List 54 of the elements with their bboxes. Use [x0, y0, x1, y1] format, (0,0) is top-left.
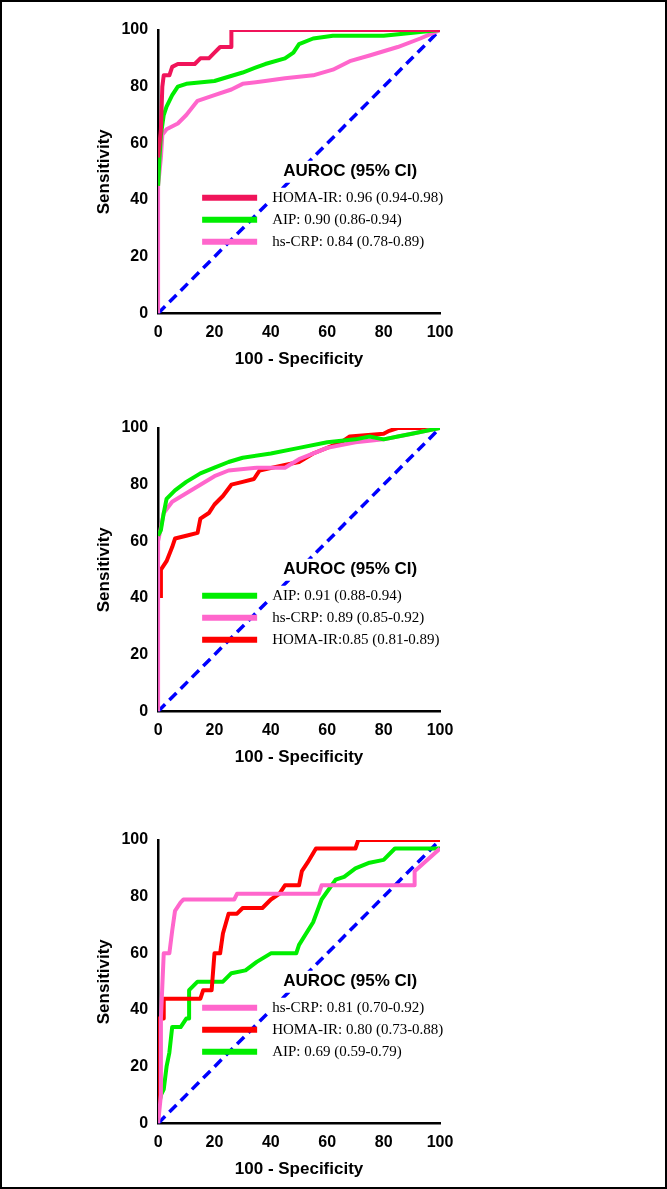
y-tick-label: 40 [130, 190, 149, 208]
x-tick-label: 40 [261, 721, 280, 739]
x-tick-label: 40 [261, 323, 280, 341]
y-tick-label: 100 [121, 20, 149, 38]
x-tick-label: 80 [374, 721, 393, 739]
y-axis-title: Sensitivity [93, 938, 113, 1025]
y-tick-label: 60 [130, 133, 149, 151]
y-tick-label: 80 [130, 475, 149, 493]
x-tick-label: 80 [374, 323, 393, 341]
x-tick-label: 100 [426, 721, 454, 739]
y-axis-title: Sensitivity [93, 526, 113, 613]
y-tick-label: 20 [130, 645, 149, 663]
legend-label: HOMA-IR: 0.96 (0.94-0.98) [272, 188, 444, 206]
y-tick-label: 60 [130, 531, 149, 549]
x-tick-label: 80 [374, 1133, 393, 1151]
x-tick-label: 0 [153, 323, 163, 341]
legend-label: hs-CRP: 0.89 (0.85-0.92) [272, 608, 425, 626]
x-axis-title: 100 - Specificity [234, 1159, 364, 1179]
legend-label: HOMA-IR:0.85 (0.81-0.89) [272, 630, 440, 648]
x-tick-label: 20 [205, 1133, 224, 1151]
y-tick-label: 0 [139, 701, 149, 719]
x-axis-title: 100 - Specificity [234, 349, 364, 369]
legend-title: AUROC (95% CI) [283, 971, 418, 991]
y-tick-label: 100 [121, 418, 149, 436]
x-tick-label: 40 [261, 1133, 280, 1151]
x-tick-label: 20 [205, 721, 224, 739]
y-tick-label: 40 [130, 1000, 149, 1018]
x-tick-label: 0 [153, 1133, 163, 1151]
x-tick-label: 60 [318, 721, 337, 739]
x-tick-label: 100 [426, 323, 454, 341]
y-axis-title: Sensitivity [93, 128, 113, 215]
x-tick-label: 60 [318, 323, 337, 341]
y-tick-label: 80 [130, 887, 149, 905]
y-tick-label: 0 [139, 1113, 149, 1131]
x-tick-label: 60 [318, 1133, 337, 1151]
y-tick-label: 80 [130, 77, 149, 95]
x-tick-label: 100 [426, 1133, 454, 1151]
y-tick-label: 0 [139, 303, 149, 321]
y-tick-label: 60 [130, 943, 149, 961]
x-tick-label: 0 [153, 721, 163, 739]
y-tick-label: 20 [130, 247, 149, 265]
y-tick-label: 20 [130, 1057, 149, 1075]
x-tick-label: 20 [205, 323, 224, 341]
legend-title: AUROC (95% CI) [283, 161, 418, 181]
legend-label: AIP: 0.91 (0.88-0.94) [272, 586, 402, 604]
legend-label: AIP: 0.90 (0.86-0.94) [272, 210, 402, 228]
legend-title: AUROC (95% CI) [283, 559, 418, 579]
y-tick-label: 100 [121, 830, 149, 848]
legend-label: hs-CRP: 0.81 (0.70-0.92) [272, 998, 425, 1016]
x-axis-title: 100 - Specificity [234, 747, 364, 767]
legend-label: hs-CRP: 0.84 (0.78-0.89) [272, 232, 425, 250]
legend-label: HOMA-IR: 0.80 (0.73-0.88) [272, 1020, 444, 1038]
y-tick-label: 40 [130, 588, 149, 606]
legend-label: AIP: 0.69 (0.59-0.79) [272, 1042, 402, 1060]
